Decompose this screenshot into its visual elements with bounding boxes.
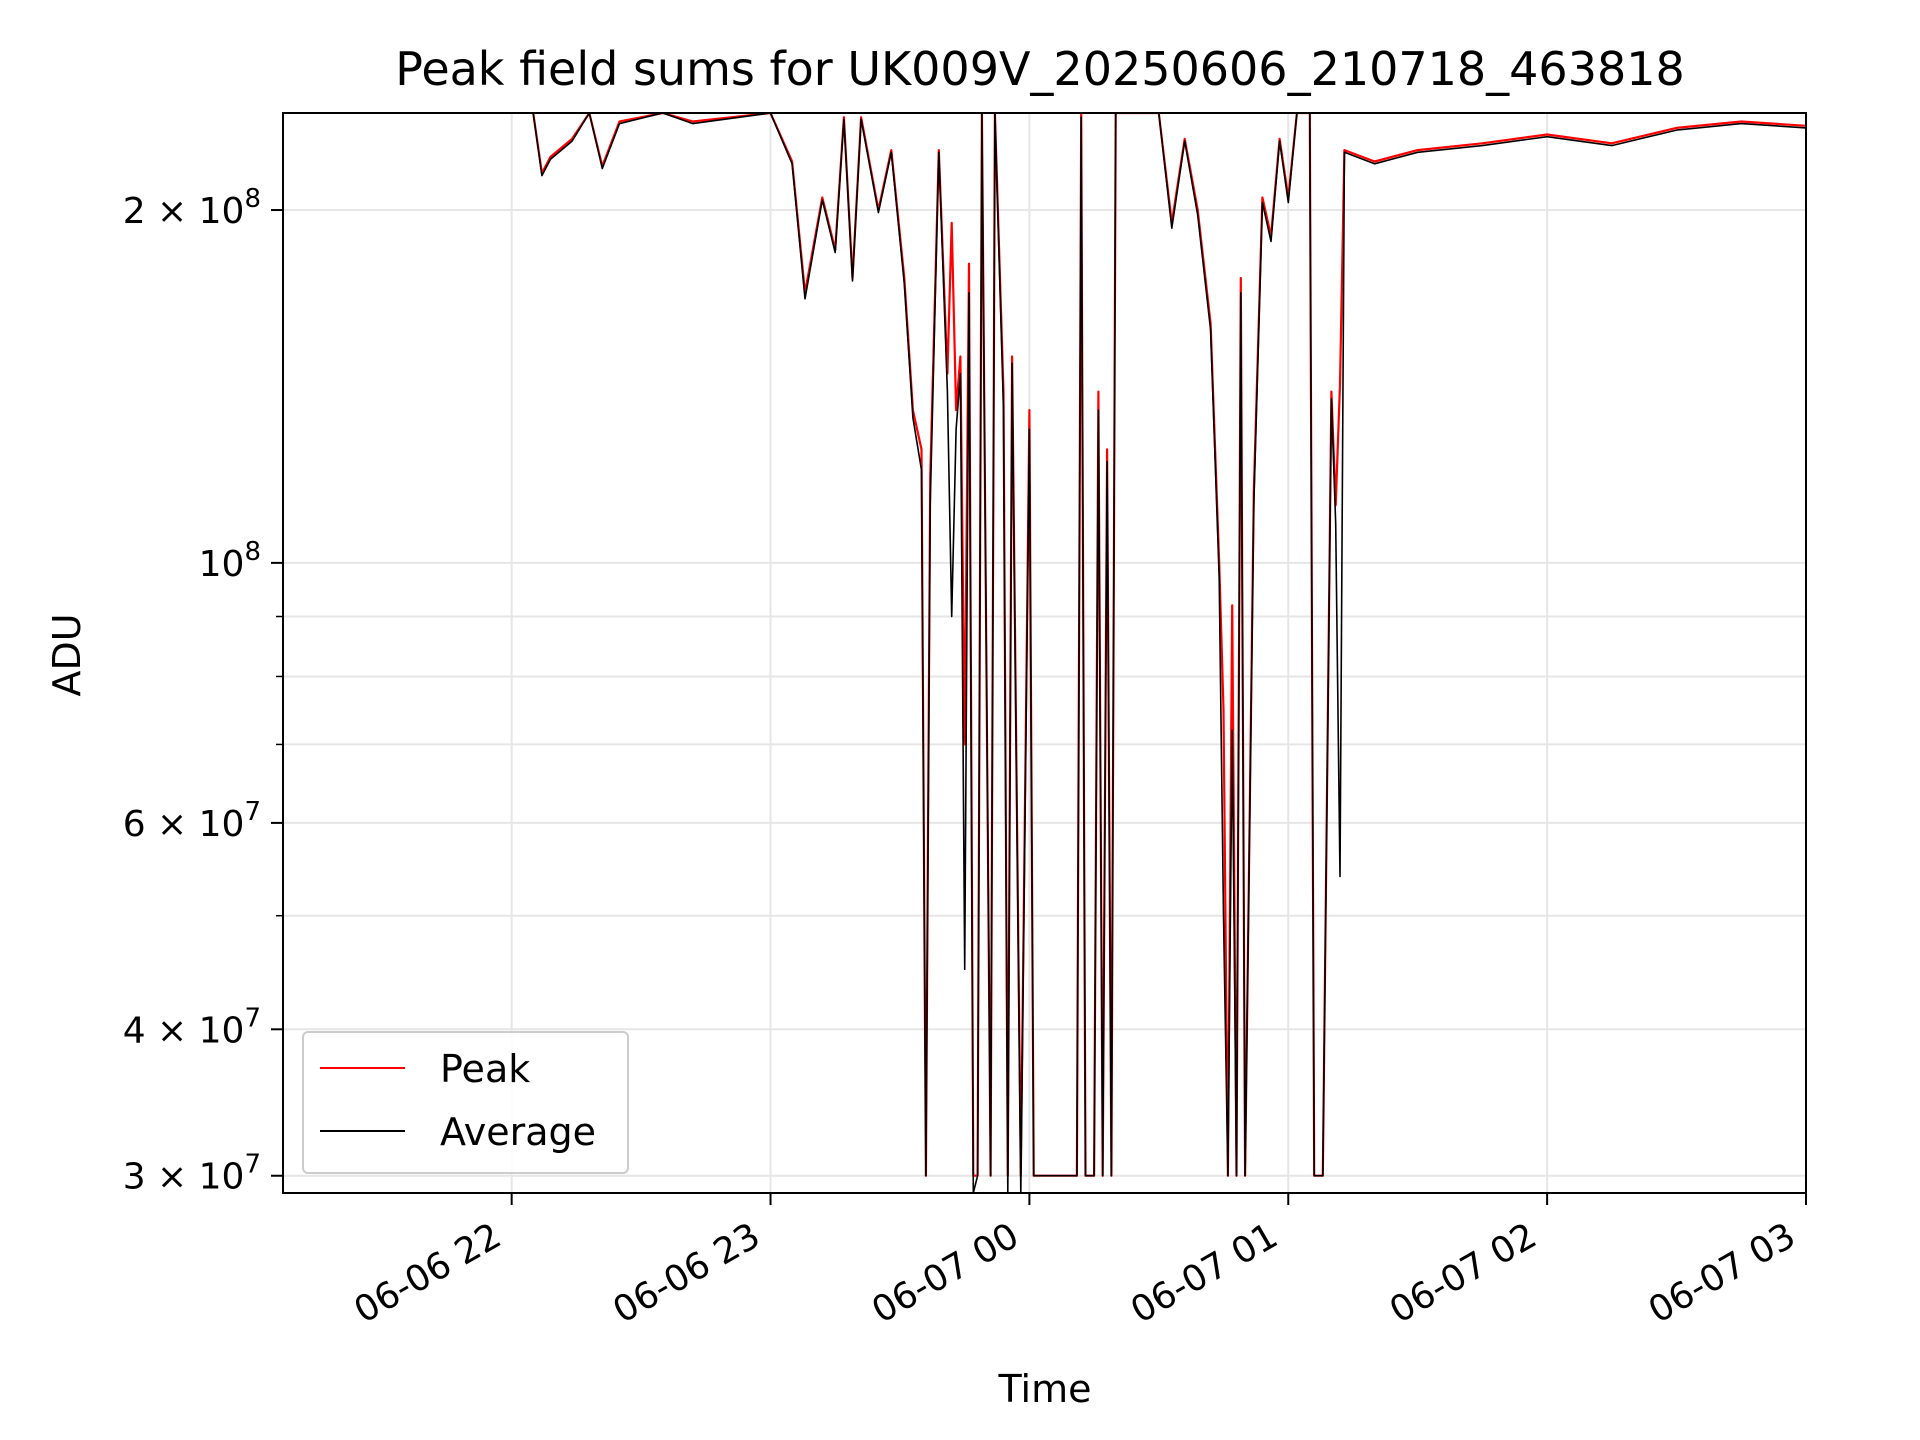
series-layer xyxy=(532,113,1806,1193)
y-tick-label: 2 × 108 xyxy=(123,184,261,232)
y-tick-label: 3 × 107 xyxy=(123,1150,261,1198)
series-line-average xyxy=(532,113,1806,1193)
y-tick-label: 4 × 107 xyxy=(123,1003,261,1051)
x-axis-label: Time xyxy=(998,1367,1092,1411)
y-axis-ticks: 108 2 × 108 3 × 107 4 × 107 6 × 107 xyxy=(123,184,283,1198)
legend: Peak Average xyxy=(302,1031,629,1174)
y-axis-label: ADU xyxy=(45,613,89,696)
plot-frame xyxy=(282,112,1807,1194)
y-tick-label: 6 × 107 xyxy=(123,797,261,845)
y-tick-label: 108 xyxy=(199,537,261,585)
legend-label-average: Average xyxy=(440,1110,596,1154)
chart-title: Peak field sums for UK009V_20250606_2107… xyxy=(395,42,1685,96)
legend-label-peak: Peak xyxy=(440,1047,530,1091)
